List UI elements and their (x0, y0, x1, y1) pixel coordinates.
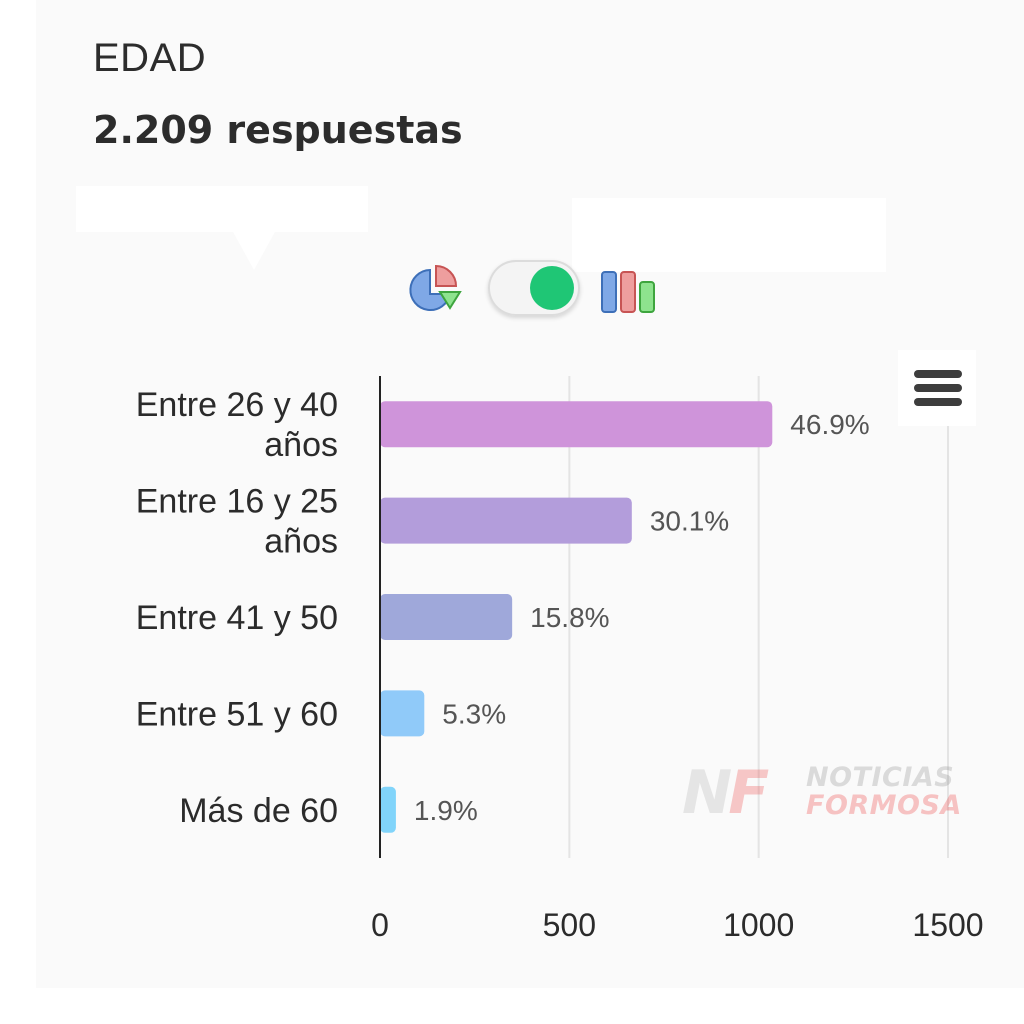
category-label: Más de 60 (179, 792, 338, 830)
watermark-mark: NF (682, 758, 769, 828)
bar (380, 594, 513, 640)
data-label: 1.9% (414, 795, 478, 826)
switch-knob (530, 266, 574, 310)
redacted-area (76, 186, 368, 232)
chart-menu-button[interactable] (898, 350, 976, 426)
menu-line (914, 370, 962, 378)
response-count: 2.209 respuestas (93, 108, 463, 152)
chart-card (36, 0, 1024, 988)
category-label: Entre 16 y 25 (136, 483, 338, 521)
tooltip-pointer (232, 230, 276, 270)
watermark-logo: NF NOTICIAS FORMOSA (682, 758, 982, 828)
x-tick-label: 1500 (912, 907, 983, 943)
bar (380, 690, 425, 737)
bar-chart-icon[interactable] (600, 266, 660, 316)
redacted-area (572, 198, 886, 272)
category-label: años (264, 523, 338, 561)
category-label: Entre 41 y 50 (136, 599, 338, 637)
data-label: 15.8% (530, 602, 609, 633)
bar (380, 497, 632, 544)
menu-line (914, 384, 962, 392)
x-tick-label: 500 (543, 907, 596, 943)
pie-chart-icon[interactable] (404, 260, 464, 320)
x-tick-label: 0 (371, 907, 389, 943)
category-label: años (264, 426, 338, 464)
chart-type-toggle (404, 256, 674, 320)
question-title: EDAD (93, 36, 207, 80)
category-label: Entre 26 y 40 (136, 386, 338, 424)
category-label: Entre 51 y 60 (136, 695, 338, 733)
chart-type-switch[interactable] (488, 260, 580, 316)
watermark-line1: NOTICIAS (806, 762, 955, 793)
data-label: 30.1% (650, 506, 729, 537)
x-tick-label: 1000 (723, 907, 794, 943)
data-label: 46.9% (790, 409, 869, 440)
bar (380, 786, 396, 833)
data-label: 5.3% (442, 698, 506, 729)
menu-line (914, 398, 962, 406)
watermark-line2: FORMOSA (806, 790, 962, 821)
bar (380, 401, 773, 448)
